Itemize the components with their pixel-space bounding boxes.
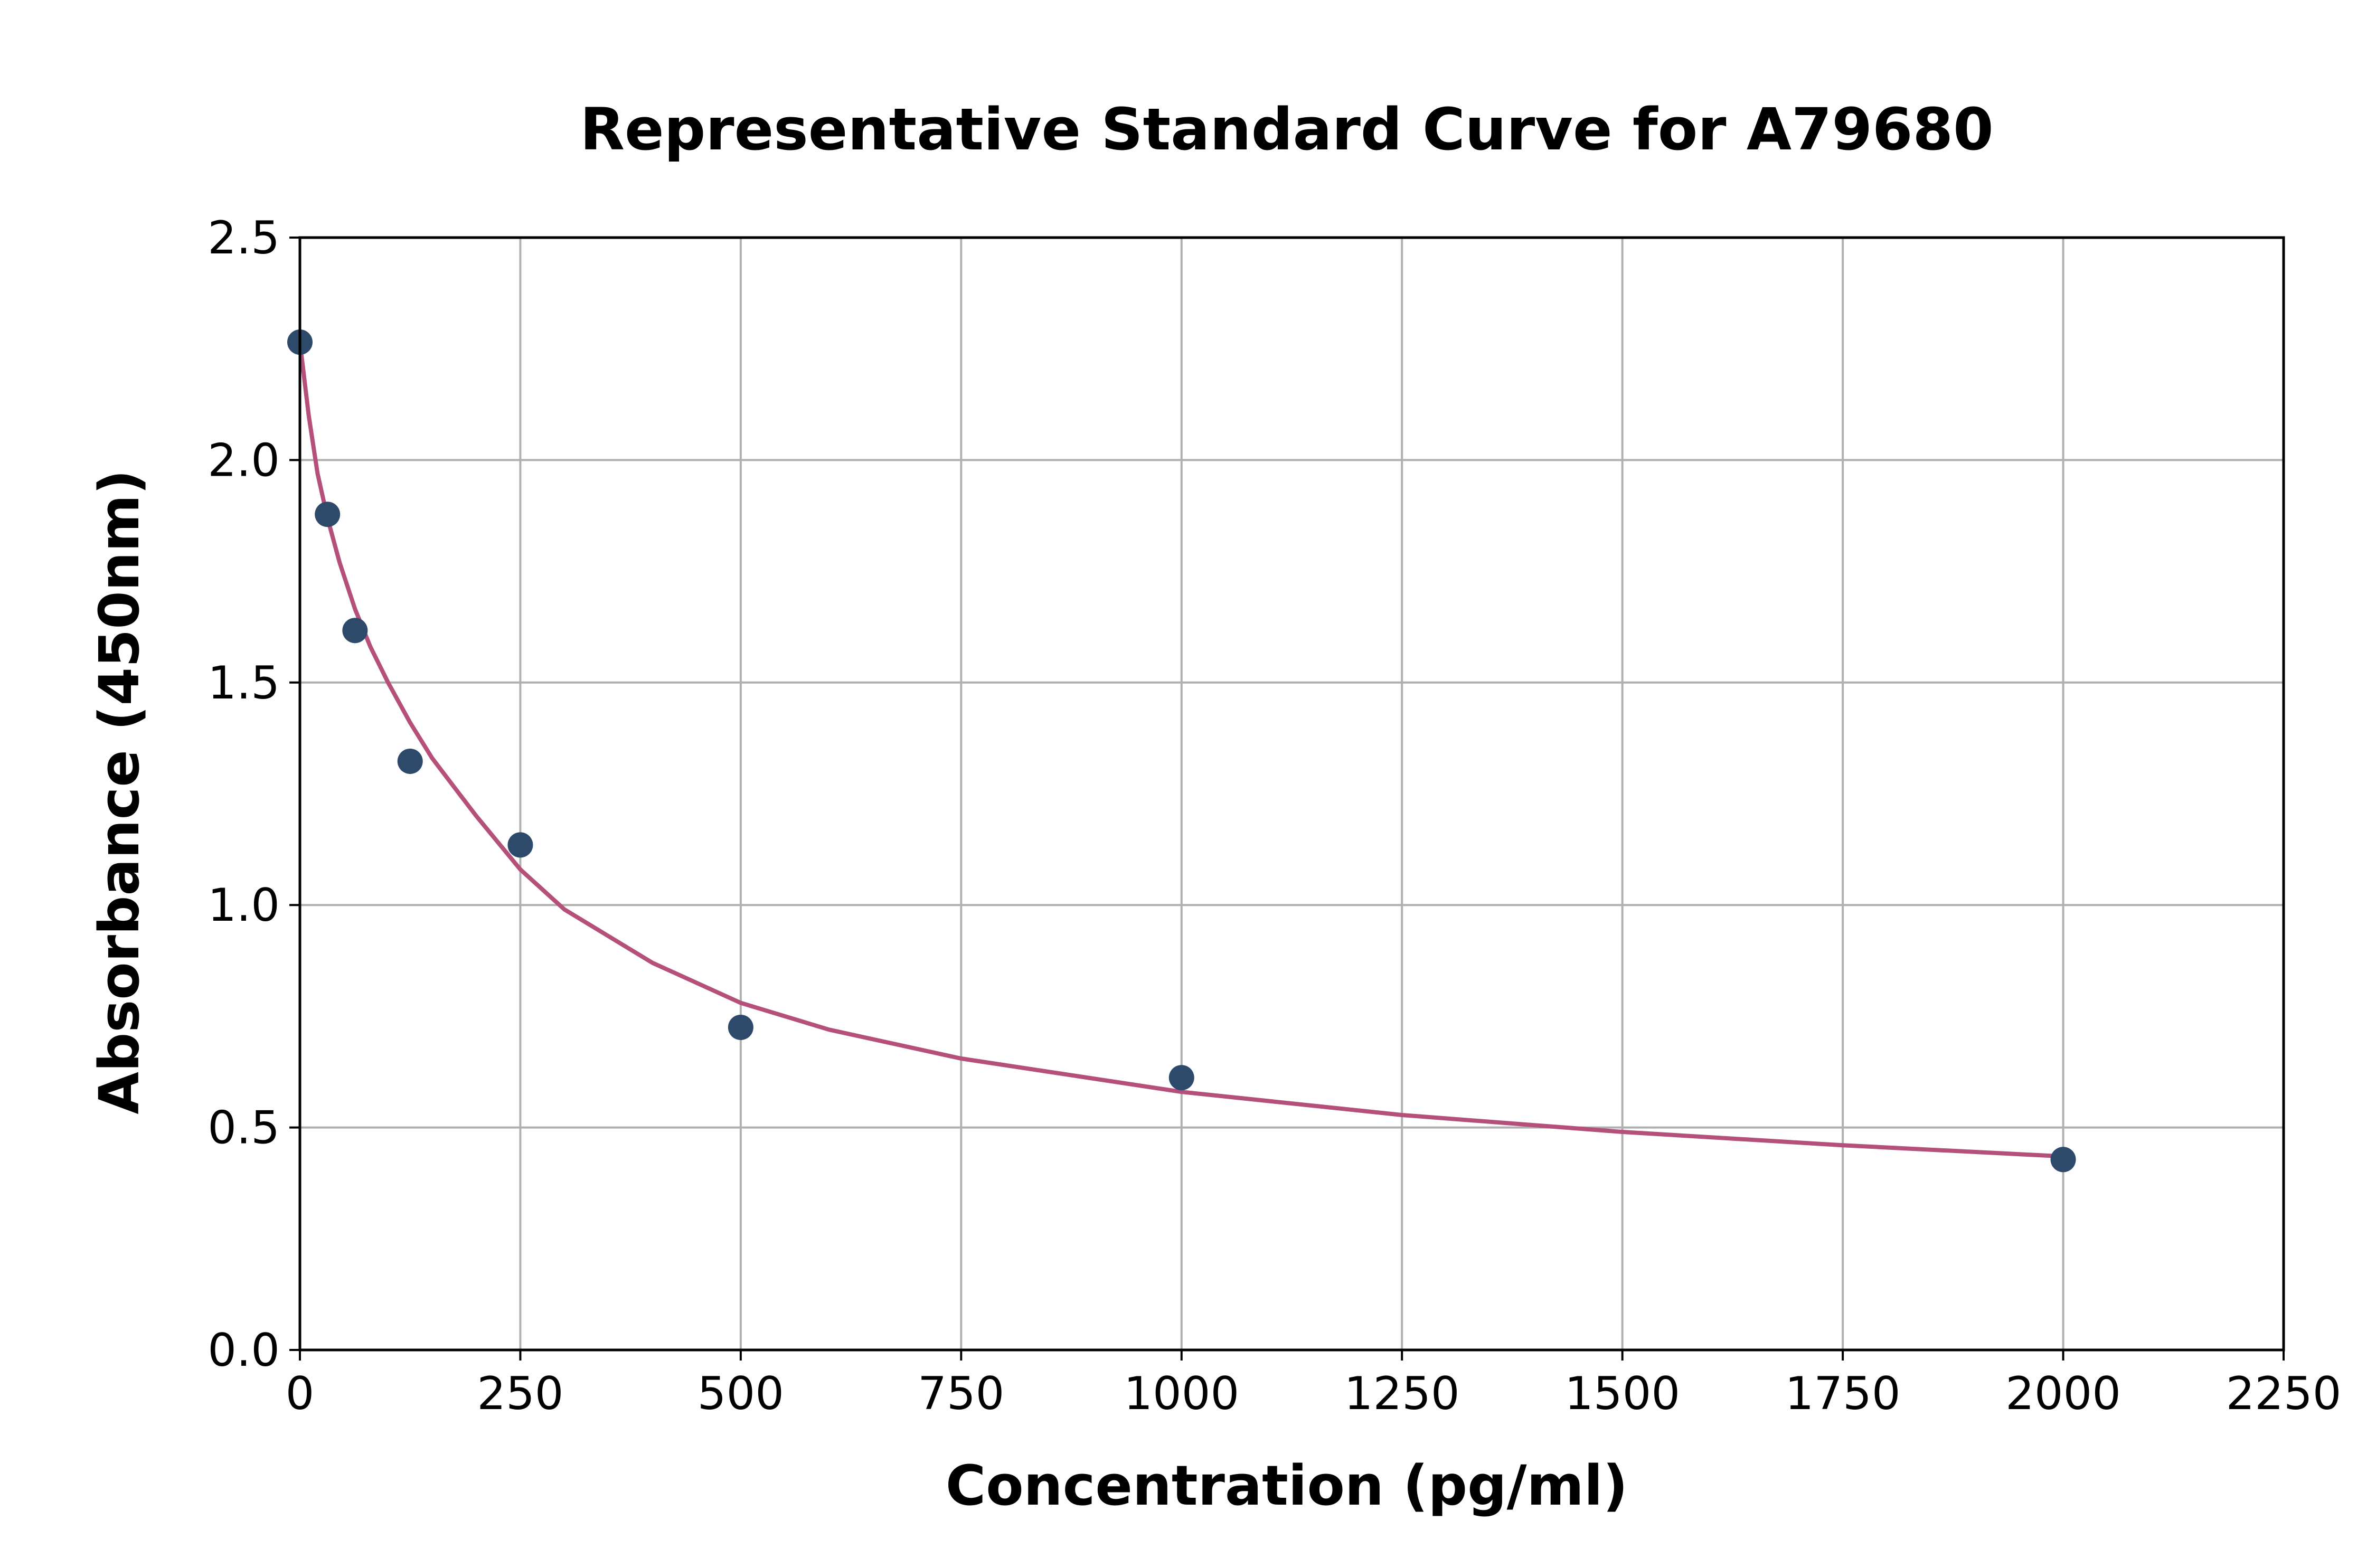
x-tick-label: 1500: [1564, 1367, 1680, 1420]
y-tick-label: 1.0: [208, 879, 280, 932]
chart-title: Representative Standard Curve for A79680: [580, 96, 1993, 163]
y-tick-label: 2.5: [208, 212, 280, 265]
data-point: [342, 618, 368, 644]
data-point: [397, 748, 423, 774]
data-point: [728, 1014, 753, 1040]
x-tick-label: 1750: [1785, 1367, 1901, 1420]
plot-frame: [298, 236, 2285, 1352]
x-tick-label: 0: [286, 1367, 315, 1420]
x-axis-title: Concentration (pg/ml): [946, 1453, 1628, 1518]
x-axis-ticks: 0 250 500 750 1000 1250 1500 1750 2000 2250: [286, 1350, 2342, 1420]
data-point: [315, 502, 341, 527]
x-tick-label: 750: [918, 1367, 1004, 1420]
fitted-curve-layer: [298, 340, 2066, 1159]
x-tick-label: 1250: [1344, 1367, 1460, 1420]
x-tick-label: 250: [477, 1367, 563, 1420]
x-tick-label: 2250: [2226, 1367, 2342, 1420]
data-points-layer: [287, 329, 2076, 1173]
x-tick-label: 1000: [1124, 1367, 1239, 1420]
data-point: [1168, 1065, 1194, 1091]
y-axis-ticks: 0.0 0.5 1.0 1.5 2.0 2.5: [208, 212, 300, 1377]
data-point: [507, 832, 533, 858]
x-tick-label: 500: [697, 1367, 784, 1420]
y-tick-label: 2.0: [208, 434, 280, 487]
y-axis-title: Absorbance (450nm): [87, 469, 152, 1114]
fitted-curve-line: [298, 340, 2066, 1159]
y-tick-label: 0.5: [208, 1102, 280, 1155]
y-tick-label: 0.0: [208, 1324, 280, 1377]
y-tick-label: 1.5: [208, 657, 280, 710]
data-point: [2050, 1147, 2076, 1173]
x-tick-label: 2000: [2005, 1367, 2121, 1420]
